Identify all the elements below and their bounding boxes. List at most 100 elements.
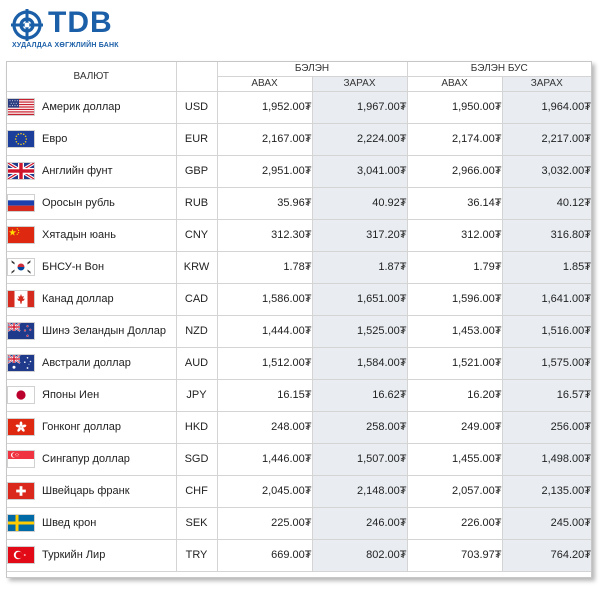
cash-sell-rate: 802.00₮ — [311, 538, 408, 572]
kr-flag-icon — [8, 259, 34, 275]
currency-code: RUB — [175, 186, 218, 220]
currency-name: Гонконг доллар — [42, 421, 121, 433]
table-row: Евро EUR 2,167.00₮ 2,224.00₮ 2,174.00₮ 2,217.… — [7, 122, 591, 156]
currency-name-cell: Английн фунт — [7, 154, 177, 188]
cash-buy-rate: 35.96₮ — [216, 186, 313, 220]
table-row: Швед крон SEK 225.00₮ 246.00₮ 226.00₮ 245.00₮ — [7, 506, 591, 540]
cash-buy-rate: 2,167.00₮ — [216, 122, 313, 156]
currency-name-cell: Хятадын юань — [7, 218, 177, 252]
currency-name: Америк доллар — [42, 101, 121, 113]
currency-name: Сингапур доллар — [42, 453, 130, 465]
cash-group-header: БЭЛЭН — [216, 62, 408, 77]
noncash-sell-rate: 1,498.00₮ — [501, 442, 591, 476]
currency-name: Японы Иен — [42, 389, 100, 401]
brand-subtitle: ХУДАЛДАА ХӨГЖЛИЙН БАНК — [12, 42, 119, 49]
table-row: Японы Иен JPY 16.15₮ 16.62₮ 16.20₮ 16.57₮ — [7, 378, 591, 412]
table-row: БНСУ-н Вон KRW 1.78₮ 1.87₮ 1.79₮ 1.85₮ — [7, 250, 591, 284]
noncash-buy-rate: 226.00₮ — [406, 506, 503, 540]
noncash-sell-rate: 1,641.00₮ — [501, 282, 591, 316]
cash-buy-rate: 16.15₮ — [216, 378, 313, 412]
cash-sell-rate: 246.00₮ — [311, 506, 408, 540]
cash-buy-rate: 1,586.00₮ — [216, 282, 313, 316]
currency-name: Шинэ Зеландын Доллар — [42, 325, 166, 337]
table-row: Гонконг доллар HKD 248.00₮ 258.00₮ 249.00₮ 25… — [7, 410, 591, 444]
noncash-buy-rate: 2,174.00₮ — [406, 122, 503, 156]
currency-name-cell: Америк доллар — [7, 90, 177, 124]
noncash-buy-rate: 703.97₮ — [406, 538, 503, 572]
currency-name-cell: Туркийн Лир — [7, 538, 177, 572]
noncash-buy-rate: 312.00₮ — [406, 218, 503, 252]
currency-code: NZD — [175, 314, 218, 348]
cash-buy-rate: 248.00₮ — [216, 410, 313, 444]
currency-name: Хятадын юань — [42, 229, 116, 241]
currency-name-cell: Сингапур доллар — [7, 442, 177, 476]
table-row: Туркийн Лир TRY 669.00₮ 802.00₮ 703.97₮ 764.2… — [7, 538, 591, 572]
noncash-sell-rate: 256.00₮ — [501, 410, 591, 444]
cash-buy-rate: 1,446.00₮ — [216, 442, 313, 476]
cash-buy-rate: 1.78₮ — [216, 250, 313, 284]
currency-name-cell: Австрали доллар — [7, 346, 177, 380]
currency-name-cell: Оросын рубль — [7, 186, 177, 220]
noncash-group-header: БЭЛЭН БУС — [406, 62, 591, 77]
currency-code: HKD — [175, 410, 218, 444]
noncash-sell-rate: 40.12₮ — [501, 186, 591, 220]
cash-buy-rate: 225.00₮ — [216, 506, 313, 540]
currency-code: AUD — [175, 346, 218, 380]
table-row: Канад доллар CAD 1,586.00₮ 1,651.00₮ 1,596.0… — [7, 282, 591, 316]
noncash-sell-rate: 1,516.00₮ — [501, 314, 591, 348]
currency-name: Туркийн Лир — [42, 549, 106, 561]
currency-name-cell: БНСУ-н Вон — [7, 250, 177, 284]
currency-code: USD — [175, 90, 218, 124]
currency-name: Швед крон — [42, 517, 97, 529]
currency-name: Оросын рубль — [42, 197, 115, 209]
table-row: Хятадын юань CNY 312.30₮ 317.20₮ 312.00₮ 316.… — [7, 218, 591, 252]
currency-code: EUR — [175, 122, 218, 156]
exchange-rate-panel: ВАЛЮТ БЭЛЭН БЭЛЭН БУС АВАХ ЗАРАХ АВАХ ЗА… — [6, 61, 592, 578]
currency-code: SGD — [175, 442, 218, 476]
noncash-buy-rate: 1,950.00₮ — [406, 90, 503, 124]
cash-buy-rate: 312.30₮ — [216, 218, 313, 252]
jp-flag-icon — [8, 387, 34, 403]
table-row: Сингапур доллар SGD 1,446.00₮ 1,507.00₮ 1,45… — [7, 442, 591, 476]
cash-sell-rate: 3,041.00₮ — [311, 154, 408, 188]
cash-buy-header: АВАХ — [217, 75, 313, 92]
noncash-buy-rate: 2,057.00₮ — [406, 474, 503, 508]
currency-code: CNY — [175, 218, 218, 252]
us-flag-icon — [8, 99, 34, 115]
noncash-buy-header: АВАХ — [406, 75, 503, 92]
currency-name: Швейцарь франк — [42, 485, 130, 497]
cash-buy-rate: 1,952.00₮ — [216, 90, 313, 124]
code-column-header — [175, 62, 218, 92]
currency-code: TRY — [175, 538, 218, 572]
currency-code: JPY — [175, 378, 218, 412]
noncash-sell-rate: 1,575.00₮ — [501, 346, 591, 380]
table-row: Шинэ Зеландын Доллар NZD 1,444.00₮ 1,525.00… — [7, 314, 591, 348]
noncash-sell-rate: 3,032.00₮ — [501, 154, 591, 188]
uk-flag-icon — [8, 163, 34, 179]
cash-buy-rate: 2,045.00₮ — [216, 474, 313, 508]
table-row: Швейцарь франк CHF 2,045.00₮ 2,148.00₮ 2,057… — [7, 474, 591, 508]
nz-flag-icon — [8, 323, 34, 339]
cn-flag-icon — [8, 227, 34, 243]
currency-code: GBP — [175, 154, 218, 188]
cash-sell-rate: 258.00₮ — [311, 410, 408, 444]
cash-sell-rate: 1,525.00₮ — [311, 314, 408, 348]
noncash-buy-rate: 1,455.00₮ — [406, 442, 503, 476]
table-row: Австрали доллар AUD 1,512.00₮ 1,584.00₮ 1,52… — [7, 346, 591, 380]
noncash-buy-rate: 36.14₮ — [406, 186, 503, 220]
table-row: Оросын рубль RUB 35.96₮ 40.92₮ 36.14₮ 40.12₮ — [7, 186, 591, 220]
currency-code: KRW — [175, 250, 218, 284]
brand-name: TDB — [48, 6, 113, 39]
currency-name: БНСУ-н Вон — [42, 261, 105, 273]
cash-sell-rate: 1,584.00₮ — [311, 346, 408, 380]
noncash-buy-rate: 1,596.00₮ — [406, 282, 503, 316]
currency-name-cell: Швейцарь франк — [7, 474, 177, 508]
cash-sell-rate: 40.92₮ — [311, 186, 408, 220]
noncash-sell-rate: 245.00₮ — [501, 506, 591, 540]
noncash-buy-rate: 16.20₮ — [406, 378, 503, 412]
cash-buy-rate: 2,951.00₮ — [216, 154, 313, 188]
noncash-sell-rate: 16.57₮ — [501, 378, 591, 412]
cash-sell-rate: 2,148.00₮ — [311, 474, 408, 508]
cash-sell-rate: 1,507.00₮ — [311, 442, 408, 476]
noncash-sell-rate: 2,135.00₮ — [501, 474, 591, 508]
